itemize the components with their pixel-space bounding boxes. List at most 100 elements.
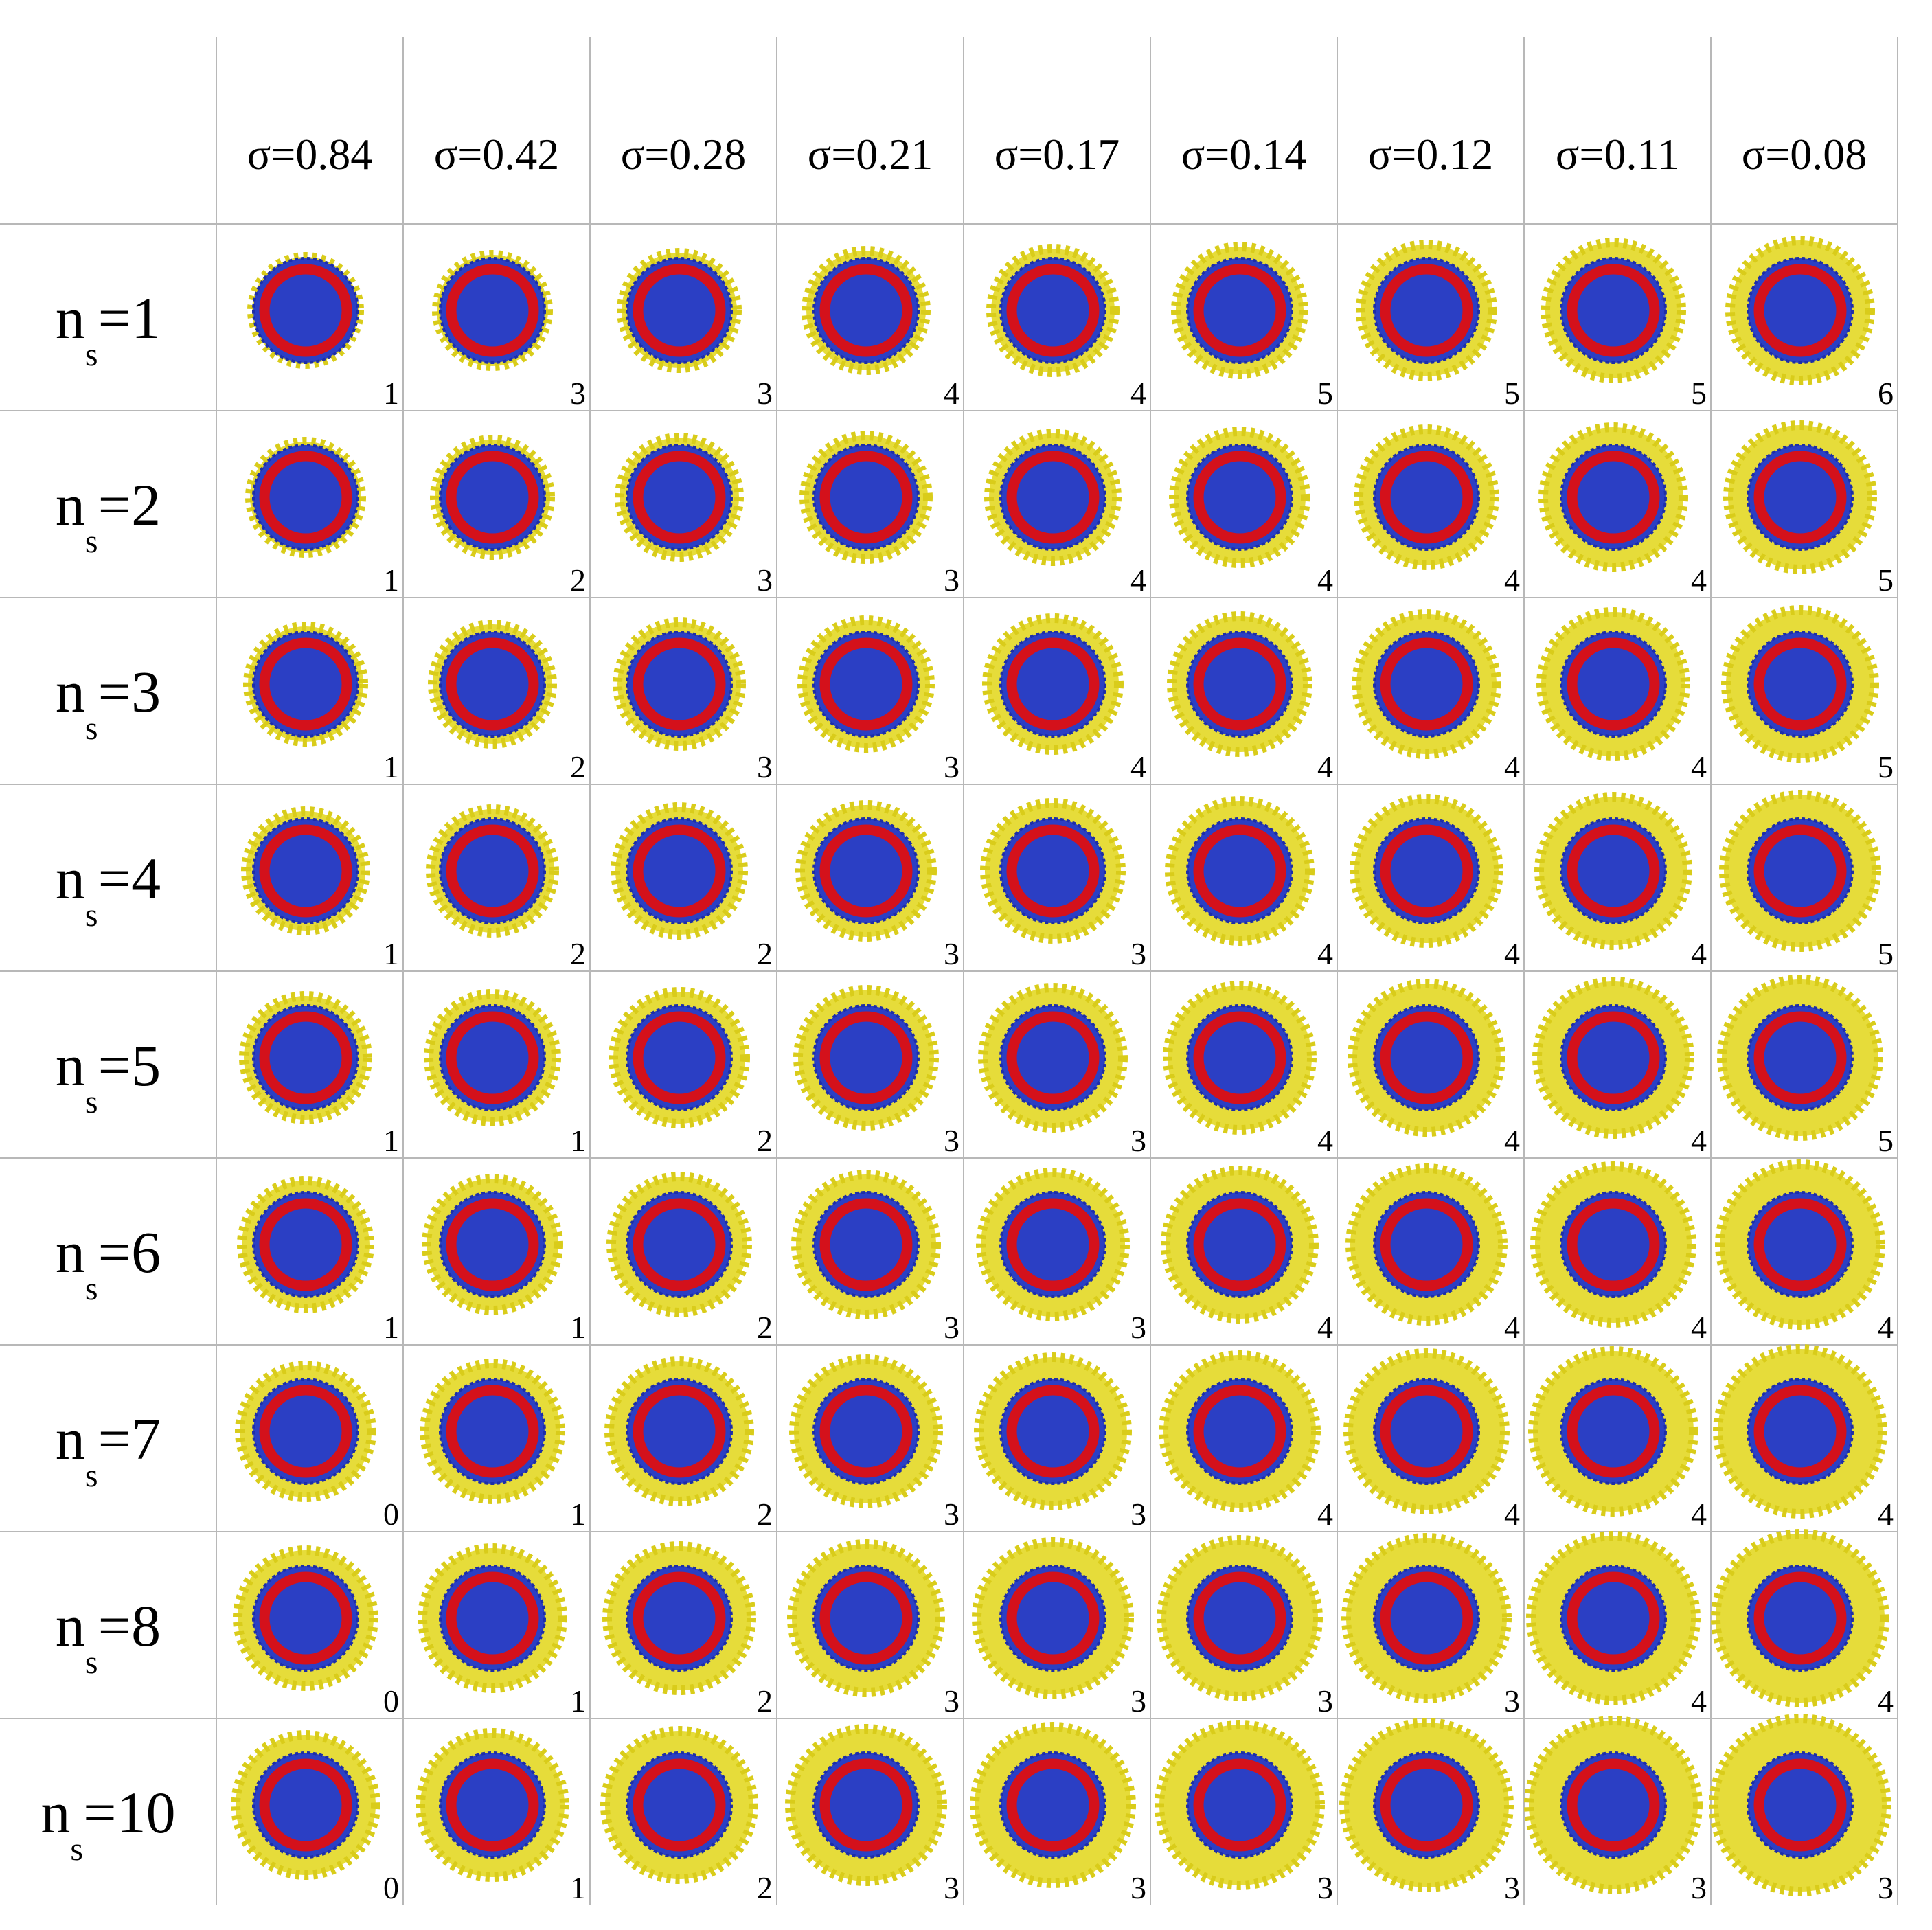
particle: [785, 1724, 947, 1886]
particle-ring: [819, 451, 913, 544]
particle-ring: [633, 1758, 726, 1852]
cell-number: 4: [1691, 749, 1707, 784]
row-label-sub: s: [85, 897, 98, 933]
particle-ring: [633, 637, 726, 731]
particle-ring: [1006, 824, 1100, 918]
particle: [799, 431, 933, 564]
particle-ring: [1380, 1758, 1473, 1852]
particle: [432, 250, 553, 371]
cell-number: 3: [1317, 1870, 1333, 1905]
cell-number: 3: [944, 1870, 959, 1905]
row-label-base: n: [56, 659, 85, 725]
particle: [1339, 1718, 1514, 1892]
particle-ring: [1753, 824, 1847, 918]
cell-number: 1: [570, 1683, 586, 1718]
particle-ring: [446, 1198, 539, 1291]
cell-number: 1: [383, 749, 399, 784]
particle: [970, 1722, 1136, 1888]
particle-ring: [1753, 264, 1847, 357]
row-label-base: n: [41, 1780, 70, 1846]
particle-ring: [1380, 451, 1473, 544]
particle-ring: [1753, 1758, 1847, 1852]
particle-ring: [819, 1571, 913, 1665]
particle: [1155, 1720, 1325, 1890]
cell-number: 2: [757, 1123, 773, 1158]
cell-number: 3: [1130, 1683, 1146, 1718]
cell-number: 4: [1317, 749, 1333, 784]
particle: [1536, 607, 1690, 761]
particle: [1541, 238, 1686, 383]
row-label-sub: s: [85, 1084, 98, 1120]
particle: [416, 1728, 569, 1882]
particle: [611, 802, 748, 940]
row-label: ns=1: [56, 285, 161, 373]
row-label: ns=6: [56, 1219, 161, 1307]
particle-ring: [1006, 1758, 1100, 1852]
particle-ring: [1193, 637, 1286, 731]
row-label-rest: =6: [98, 1219, 161, 1285]
cell-number: 3: [944, 936, 959, 971]
cell-number: 3: [944, 749, 959, 784]
particle: [1524, 1716, 1703, 1894]
particle-ring: [633, 264, 726, 357]
particle-ring: [1753, 1198, 1847, 1291]
particle-ring: [1193, 1011, 1286, 1104]
particle-ring: [1753, 637, 1847, 731]
row-label-sub: s: [85, 710, 98, 747]
particle-ring: [1380, 1198, 1473, 1291]
particle-ring: [633, 824, 726, 918]
particle: [1157, 1535, 1323, 1701]
particle-ring: [1006, 637, 1100, 731]
particle-ring: [1006, 1571, 1100, 1665]
row-label-base: n: [56, 1032, 85, 1098]
cell-number: 4: [1504, 1497, 1520, 1532]
particle-ring: [1567, 1571, 1660, 1665]
cell-number: 3: [757, 376, 773, 411]
particle-ring: [1193, 264, 1286, 357]
row-label-rest: =2: [98, 472, 161, 538]
particle-ring: [1006, 451, 1100, 544]
particle-ring: [1380, 264, 1473, 357]
cell-number: 3: [1130, 1310, 1146, 1345]
cell-number: 2: [757, 1870, 773, 1905]
cell-number: 4: [1504, 936, 1520, 971]
particle-ring: [259, 1385, 352, 1478]
particle: [982, 613, 1124, 755]
particle-ring: [446, 637, 539, 731]
particle-ring: [1380, 824, 1473, 918]
particle: [1713, 1344, 1887, 1519]
column-header: σ=0.17: [995, 130, 1120, 179]
particle: [1528, 1346, 1698, 1517]
row-label-rest: =7: [98, 1406, 161, 1472]
particle-ring: [1380, 637, 1473, 731]
cell-number: 3: [944, 1497, 959, 1532]
cell-number: 1: [570, 1870, 586, 1905]
particle-ring: [1567, 1198, 1660, 1291]
row-label-sub: s: [70, 1831, 83, 1867]
particle: [233, 1545, 378, 1691]
cell-number: 5: [1878, 563, 1894, 598]
particle-ring: [1567, 637, 1660, 731]
particle: [420, 1359, 565, 1504]
row-label: ns=10: [41, 1780, 175, 1867]
cell-number: 4: [1878, 1683, 1894, 1718]
particle-ring: [633, 1198, 726, 1291]
cell-number: 5: [1504, 376, 1520, 411]
particle: [600, 1726, 758, 1884]
cell-number: 3: [944, 1310, 959, 1345]
row-label: ns=7: [56, 1406, 161, 1494]
particle: [241, 806, 370, 935]
row-label-base: n: [56, 1593, 85, 1659]
particle: [1343, 1348, 1510, 1514]
cell-number: 5: [1317, 376, 1333, 411]
particle-ring: [819, 1011, 913, 1104]
particle: [1725, 236, 1875, 385]
cell-number: 1: [383, 563, 399, 598]
particle-ring: [633, 1385, 726, 1478]
particle-ring: [259, 1571, 352, 1665]
particle: [1711, 1529, 1889, 1707]
particle: [424, 989, 561, 1126]
particle-ring: [1567, 1385, 1660, 1478]
particle: [1723, 420, 1877, 574]
particle-ring: [1193, 1571, 1286, 1665]
